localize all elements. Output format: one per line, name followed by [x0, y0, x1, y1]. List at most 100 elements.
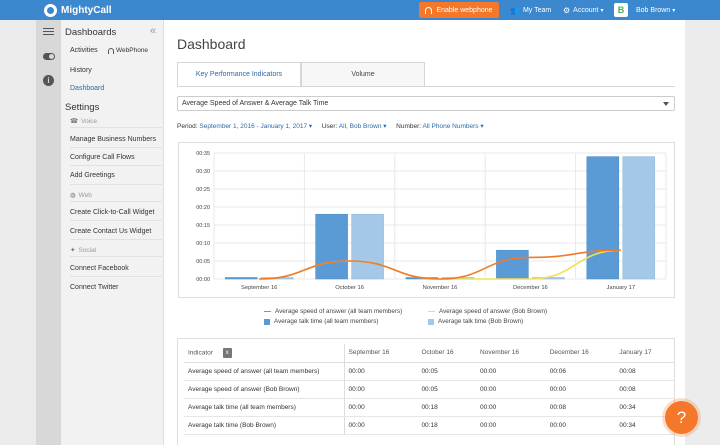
chevron-down-icon: ▾ [672, 7, 676, 14]
legend-label: Average talk time (Bob Brown) [438, 318, 524, 325]
y-tick-label: 00:10 [196, 241, 210, 247]
legend-item-speed-bob[interactable]: Average speed of answer (Bob Brown) [428, 308, 547, 315]
team-icon: 👥 [510, 5, 520, 15]
sidebar-item-dashboard[interactable]: Dashboard [70, 85, 105, 92]
column-header: January 17 [615, 344, 674, 363]
twitter-bird-icon: ✦ [70, 247, 76, 254]
voice-section: ☎ Voice [70, 117, 98, 126]
y-tick-label: 00:05 [196, 259, 210, 265]
gear-icon: ⚙ [563, 5, 571, 15]
webphone-label: WebPhone [116, 47, 149, 54]
info-icon[interactable]: i [42, 74, 55, 87]
phone-icon: ☎ [70, 118, 79, 125]
legend-swatch [264, 318, 270, 325]
right-gutter [685, 20, 720, 445]
number-filter[interactable]: All Phone Numbers ▾ [422, 123, 484, 130]
tab-divider [177, 86, 675, 87]
value-cell: 00:08 [615, 362, 674, 381]
indicator-cell: Average talk time (all team members) [184, 398, 344, 417]
sidebar-item-greetings[interactable]: Add Greetings [70, 172, 115, 179]
kpi-select[interactable]: Average Speed of Answer & Average Talk T… [177, 96, 675, 111]
mightycall-logo[interactable]: MightyCall [44, 3, 112, 17]
value-cell: 00:06 [545, 362, 616, 381]
value-cell: 00:34 [615, 398, 674, 417]
bar [224, 277, 258, 280]
headset-icon [425, 6, 433, 14]
value-cell: 00:00 [476, 416, 546, 435]
my-team-label: My Team [522, 6, 552, 14]
sidebar-item-webphone[interactable]: WebPhone [108, 47, 148, 54]
value-cell: 00:00 [476, 362, 546, 381]
x-tick-label: December 16 [513, 285, 548, 291]
column-header: December 16 [545, 344, 616, 363]
legend-item-talk-all[interactable]: Average talk time (all team members) [264, 318, 379, 325]
sidebar-item-click-to-call[interactable]: Create Click-to-Call Widget [70, 209, 155, 216]
avatar[interactable]: B [614, 3, 628, 17]
filter-bar: Period: September 1, 2016 - January 1, 2… [177, 122, 484, 130]
voice-section-label: Voice [81, 117, 98, 125]
logo-text: MightyCall [61, 4, 112, 16]
globe-icon: ◍ [70, 192, 76, 199]
sidebar-item-manage-numbers[interactable]: Manage Business Numbers [70, 136, 156, 143]
legend-label: Average speed of answer (all team member… [275, 308, 403, 315]
legend-label: Average talk time (all team members) [274, 318, 379, 325]
number-label: Number: [396, 123, 422, 130]
chart-legend: Average speed of answer (all team member… [264, 308, 594, 330]
my-team-link[interactable]: 👥 My Team [510, 0, 551, 20]
value-cell: 00:00 [343, 416, 418, 435]
toggle-icon[interactable] [42, 50, 55, 63]
table-row: Average talk time (all team members) 00:0… [184, 398, 674, 417]
y-tick-label: 00:35 [196, 151, 210, 157]
menu-icon[interactable] [42, 25, 55, 38]
page-title: Dashboard [177, 36, 246, 52]
tab-volume[interactable]: Volume [301, 62, 425, 87]
legend-swatch [264, 310, 271, 313]
chart-canvas: 00:00 00:05 00:10 00:15 00:20 00:25 00:30 00:35… [196, 151, 667, 291]
sidebar-item-activities[interactable]: Activities [70, 47, 98, 54]
divider [70, 127, 162, 128]
excel-export-icon[interactable]: x [222, 347, 232, 358]
period-value: September 1, 2016 - January 1, 2017 [199, 123, 308, 130]
divider [70, 239, 162, 240]
x-tick-label: November 16 [423, 285, 458, 291]
x-tick-label: January 17 [606, 285, 635, 291]
sidebar-item-contact-us[interactable]: Create Contact Us Widget [70, 228, 152, 235]
column-header: October 16 [417, 344, 477, 363]
y-tick-label: 00:15 [196, 223, 210, 229]
chevron-down-icon [663, 102, 669, 106]
main-panel: Dashboard Key Performance Indicators Vol… [164, 20, 685, 445]
account-label: Account [573, 6, 599, 14]
legend-item-speed-all[interactable]: Average speed of answer (all team member… [264, 308, 402, 315]
collapse-icon[interactable]: « [150, 25, 157, 37]
indicator-header-label: Indicator [188, 349, 213, 357]
sidebar-item-call-flows[interactable]: Configure Call Flows [70, 154, 135, 161]
help-button[interactable]: ? [665, 401, 698, 434]
value-cell: 00:00 [343, 362, 418, 381]
table-frame [177, 338, 675, 445]
number-value: All Phone Numbers [422, 123, 479, 130]
divider [70, 184, 162, 185]
table-header-row: Indicator x September 16 October 16 Nove… [184, 344, 674, 363]
value-cell: 00:08 [615, 380, 674, 399]
value-cell: 00:08 [545, 398, 616, 417]
legend-swatch [428, 310, 435, 313]
social-section: ✦ Social [70, 246, 96, 255]
tab-kpi[interactable]: Key Performance Indicators [177, 62, 301, 87]
x-tick-label: October 16 [335, 285, 364, 291]
enable-webphone-button[interactable]: Enable webphone [419, 2, 499, 18]
value-cell: 00:05 [417, 380, 477, 399]
account-menu[interactable]: ⚙ Account ▾ [563, 0, 603, 20]
period-filter[interactable]: September 1, 2016 - January 1, 2017 ▾ [199, 123, 313, 130]
divider [70, 201, 162, 202]
sidebar-item-history[interactable]: History [70, 67, 92, 74]
legend-item-talk-bob[interactable]: Average talk time (Bob Brown) [428, 318, 523, 325]
user-menu[interactable]: Bob Brown ▾ [636, 0, 675, 20]
sidebar-item-facebook[interactable]: Connect Facebook [70, 265, 129, 272]
user-filter[interactable]: All, Bob Brown ▾ [338, 123, 387, 130]
table-row: Average speed of answer (Bob Brown) 00:00… [184, 380, 674, 399]
divider [70, 276, 162, 277]
sidebar-item-twitter[interactable]: Connect Twitter [70, 284, 119, 291]
bar [351, 213, 384, 280]
value-cell: 00:00 [545, 380, 616, 399]
value-cell: 00:00 [545, 416, 616, 435]
